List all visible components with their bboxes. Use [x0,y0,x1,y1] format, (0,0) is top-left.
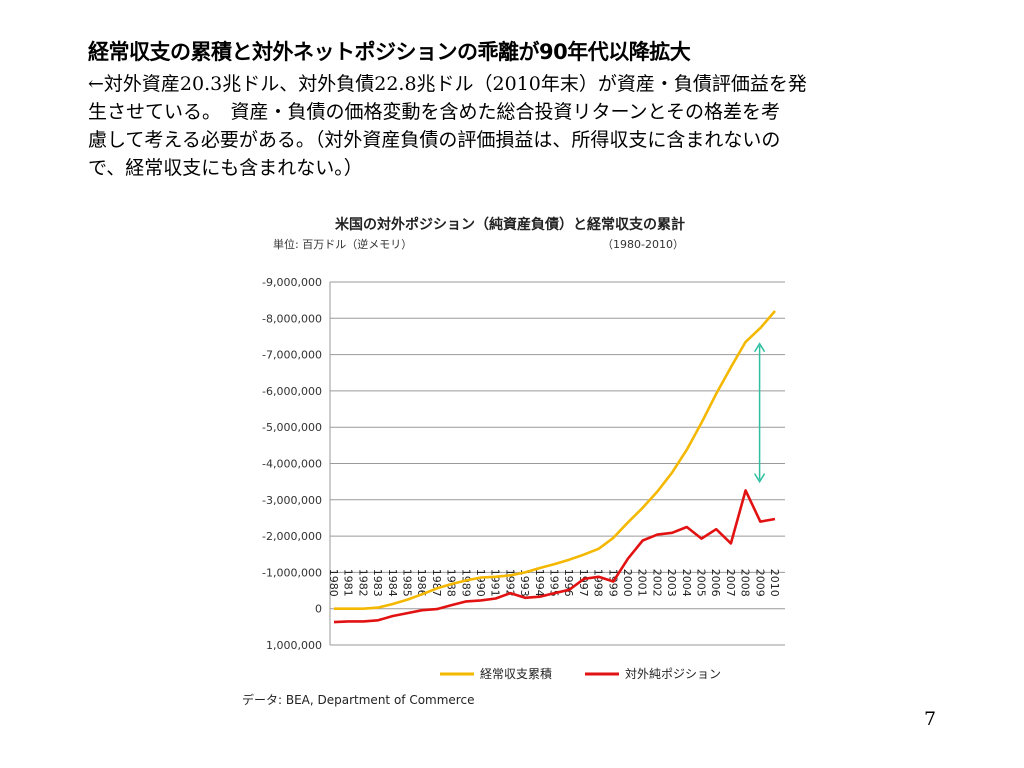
x-tick-label: 2005 [695,569,708,597]
x-tick-label: 1988 [445,569,458,597]
x-tick-label: 1991 [489,569,502,597]
x-tick-label: 1981 [342,569,355,597]
y-tick-label: -5,000,000 [262,421,322,434]
chart-unit-label: 単位: 百万ドル（逆メモリ） [273,237,412,251]
gridlines [329,281,785,646]
body-line: 生させている。 資産・負債の価格変動を含めた総合投資リターンとその格差を考 [88,101,780,123]
y-tick-label: -4,000,000 [262,458,322,471]
legend-label: 対外純ポジション [625,667,721,681]
body-line: 慮して考える必要がある。（対外資産負債の評価損益は、所得収支に含まれないの [88,129,781,151]
y-axis-ticks: -9,000,000 -8,000,000 -7,000,000 -6,000,000… [262,276,322,652]
x-tick-label: 1996 [562,569,575,597]
legend-label: 経常収支累積 [480,666,552,681]
x-tick-label: 1984 [386,569,399,597]
x-tick-label: 1990 [474,569,487,597]
y-tick-label: -6,000,000 [262,385,322,398]
x-tick-label: 2006 [709,569,722,597]
body-line: ←対外資産20.3兆ドル、対外負債22.8兆ドル（2010年末）が資産・負債評価… [88,73,807,95]
gap-arrow-head-top [753,342,766,353]
x-tick-label: 2002 [650,569,663,597]
slide-heading: 経常収支の累積と対外ネットポジションの乖離が90年代以降拡大 [88,40,691,64]
body-line: で、経常収支にも含まれない。） [88,157,363,179]
x-tick-label: 2010 [768,569,781,597]
x-tick-label: 1989 [459,569,472,597]
x-tick-label: 2001 [636,569,649,597]
series-lines [333,310,776,624]
x-tick-label: 2004 [680,569,693,597]
y-tick-label: -1,000,000 [262,566,322,579]
line-chart: 米国の対外ポジション（純資産負債）と経常収支の累計 単位: 百万ドル（逆メモリ）… [242,216,785,707]
y-tick-label: 1,000,000 [266,639,322,652]
x-tick-label: 1983 [371,569,384,597]
x-tick-label: 1993 [518,569,531,597]
x-tick-label: 2000 [621,569,634,597]
chart-title: 米国の対外ポジション（純資産負債）と経常収支の累計 [335,216,685,233]
x-tick-label: 2003 [665,569,678,597]
x-tick-label: 2007 [724,569,737,597]
gap-arrow [753,342,766,484]
y-tick-label: 0 [315,603,322,616]
gap-arrow-head-bottom [753,473,766,484]
x-tick-label: 1995 [548,569,561,597]
x-tick-label: 1980 [327,569,340,597]
x-tick-label: 1986 [415,569,428,597]
y-tick-label: -8,000,000 [262,312,322,325]
x-tick-label: 1998 [592,569,605,597]
x-tick-label: 1985 [401,569,414,597]
x-tick-label: 2008 [739,569,752,597]
x-tick-label: 1987 [430,569,443,597]
page-number: 7 [924,708,937,730]
data-source-note: データ: BEA, Department of Commerce [242,692,474,707]
slide-body-text: ←対外資産20.3兆ドル、対外負債22.8兆ドル（2010年末）が資産・負債評価… [88,70,968,182]
x-tick-label: 1997 [577,569,590,597]
series-line [334,310,776,611]
y-tick-label: -7,000,000 [262,349,322,362]
x-axis-ticks: 1980 1981 1982 1983 1984 1985 1986 1987 1988 1989… [327,569,781,597]
chart-period-label: （1980-2010） [602,238,684,251]
y-tick-label: -2,000,000 [262,530,322,543]
y-tick-label: -3,000,000 [262,494,322,507]
chart-container: 米国の対外ポジション（純資産負債）と経常収支の累計 単位: 百万ドル（逆メモリ）… [230,208,790,708]
x-tick-label: 1982 [356,569,369,597]
x-tick-label: 1994 [533,569,546,597]
legend: 経常収支累積 対外純ポジション [440,666,721,681]
x-tick-label: 2009 [753,569,766,597]
series-line [333,489,776,624]
y-tick-label: -9,000,000 [262,276,322,289]
